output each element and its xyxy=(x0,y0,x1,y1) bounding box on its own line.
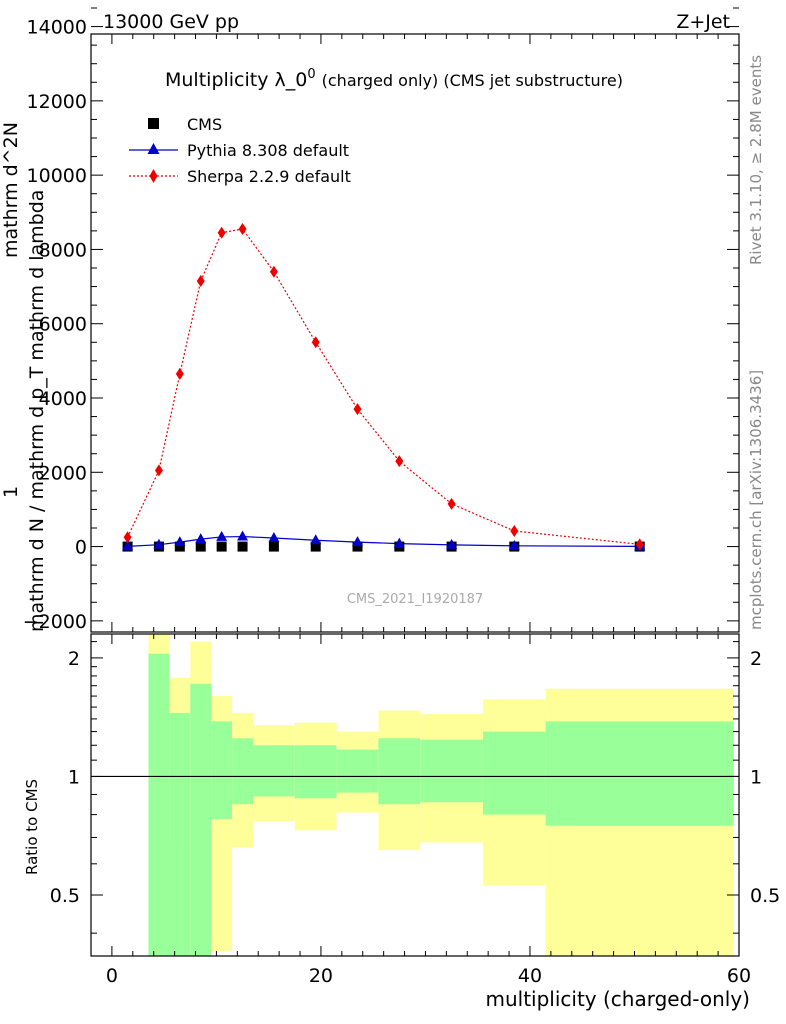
ratio-bands xyxy=(148,634,734,956)
y-tick-label: 2000 xyxy=(39,462,87,484)
x-tick-label: 40 xyxy=(518,965,542,987)
ratio-band-green xyxy=(253,745,295,797)
ratio-band-green xyxy=(294,745,337,799)
data-point-pythia xyxy=(352,536,364,547)
plot-title-main: Multiplicity λ_0 xyxy=(165,69,307,91)
y-tick-label: 8000 xyxy=(39,239,87,261)
data-point-sherpa xyxy=(196,275,205,287)
data-point-sherpa xyxy=(238,223,247,235)
ratio-y-tick-label: 1 xyxy=(68,766,80,788)
data-point-cms xyxy=(352,541,363,552)
ratio-band-green xyxy=(190,683,212,956)
data-point-sherpa xyxy=(353,403,362,416)
y-axis-label-top: mathrm d^2N xyxy=(0,122,22,258)
side-label-top: Rivet 3.1.10, ≥ 2.8M events xyxy=(747,55,765,265)
ratio-band-green xyxy=(169,712,191,956)
y-tick-label: 6000 xyxy=(39,314,87,336)
plot-title-small: (charged only) (CMS jet substructure) xyxy=(322,71,623,90)
data-point-sherpa xyxy=(154,464,163,477)
data-point-cms xyxy=(174,541,185,552)
data-point-cms xyxy=(195,541,206,552)
data-point-sherpa xyxy=(123,531,132,544)
data-point-cms xyxy=(310,541,321,552)
legend-marker-cms xyxy=(148,118,159,129)
header-right: Z+Jet xyxy=(676,11,730,33)
ratio-y-axis-label: Ratio to CMS xyxy=(23,779,41,875)
x-axis-label: multiplicity (charged-only) xyxy=(485,987,750,1011)
data-point-sherpa xyxy=(635,538,644,551)
ratio-band-green xyxy=(482,731,546,815)
y-tick-label: 14000 xyxy=(27,17,87,39)
main-plot-frame xyxy=(90,33,740,633)
data-point-cms xyxy=(237,541,248,552)
data-point-pythia xyxy=(268,532,280,543)
x-tick-label: 20 xyxy=(309,965,333,987)
data-point-cms xyxy=(268,541,279,552)
series-line-2 xyxy=(127,228,640,545)
x-tick-label: 0 xyxy=(106,965,118,987)
legend-label-cms: CMS xyxy=(187,115,222,134)
plot-title: Multiplicity λ_00 (charged only) (CMS jet… xyxy=(165,67,623,91)
data-point-pythia xyxy=(393,537,405,548)
axis-ticks xyxy=(90,7,740,956)
y-axis-label: mathrm d N / mathrm d p_T mathrm d lambd… xyxy=(26,190,48,632)
data-point-sherpa xyxy=(395,455,404,468)
legend-marker-pythia xyxy=(147,143,160,154)
y-axis-label-front: 1 xyxy=(0,486,22,498)
axis-tick-labels: 0 20 40 60−20000200040006000800010000120001… xyxy=(23,17,781,987)
ratio-y-tick-label-right: 1 xyxy=(750,766,762,788)
y-tick-label: 4000 xyxy=(39,388,87,410)
plot-title-sup: 0 xyxy=(307,67,315,82)
ratio-band-green xyxy=(336,749,379,793)
ratio-band-green xyxy=(211,721,233,819)
y-tick-label: 0 xyxy=(75,537,87,559)
side-label-bottom: mcplots.cern.ch [arXiv:1306.3436] xyxy=(747,370,765,630)
ratio-y-tick-label-right: 0.5 xyxy=(750,885,780,907)
data-point-pythia xyxy=(216,530,228,541)
data-point-sherpa xyxy=(311,336,320,349)
data-point-pythia xyxy=(174,536,186,547)
data-point-sherpa xyxy=(447,497,456,510)
ratio-band-green xyxy=(232,738,253,805)
ratio-band-green xyxy=(148,653,170,956)
data-point-sherpa xyxy=(510,524,519,537)
data-point-pythia xyxy=(122,540,134,551)
data-point-pythia xyxy=(310,534,322,545)
data-point-pythia xyxy=(153,538,165,549)
data-point-pythia xyxy=(195,533,207,544)
main-series-lines xyxy=(127,228,640,547)
header-left: 13000 GeV pp xyxy=(103,11,239,33)
data-point-pythia xyxy=(508,539,520,550)
watermark: CMS_2021_I1920187 xyxy=(347,592,483,607)
ratio-band-green xyxy=(378,738,421,805)
main-series-markers xyxy=(122,223,646,552)
ratio-plot-frame xyxy=(90,633,740,957)
data-point-sherpa xyxy=(175,367,184,380)
ratio-y-tick-label-right: 2 xyxy=(750,648,762,670)
legend-label-sherpa: Sherpa 2.2.9 default xyxy=(187,167,351,186)
y-tick-label: −2000 xyxy=(23,611,87,633)
ratio-y-tick-label: 2 xyxy=(68,648,80,670)
x-tick-label: 60 xyxy=(727,965,751,987)
ratio-band-green xyxy=(545,721,734,826)
legend-label-pythia: Pythia 8.308 default xyxy=(187,141,349,160)
data-point-cms xyxy=(216,541,227,552)
legend-marker-sherpa xyxy=(149,169,158,183)
data-point-sherpa xyxy=(217,226,226,239)
ratio-band-green xyxy=(420,739,483,803)
data-point-pythia xyxy=(446,538,458,549)
data-point-sherpa xyxy=(269,265,278,278)
y-tick-label: 10000 xyxy=(27,165,87,187)
data-point-pythia xyxy=(237,530,249,541)
y-tick-label: 12000 xyxy=(27,91,87,113)
legend: CMS Pythia 8.308 default Sherpa 2.2.9 de… xyxy=(129,115,351,186)
ratio-y-tick-label: 0.5 xyxy=(50,885,80,907)
